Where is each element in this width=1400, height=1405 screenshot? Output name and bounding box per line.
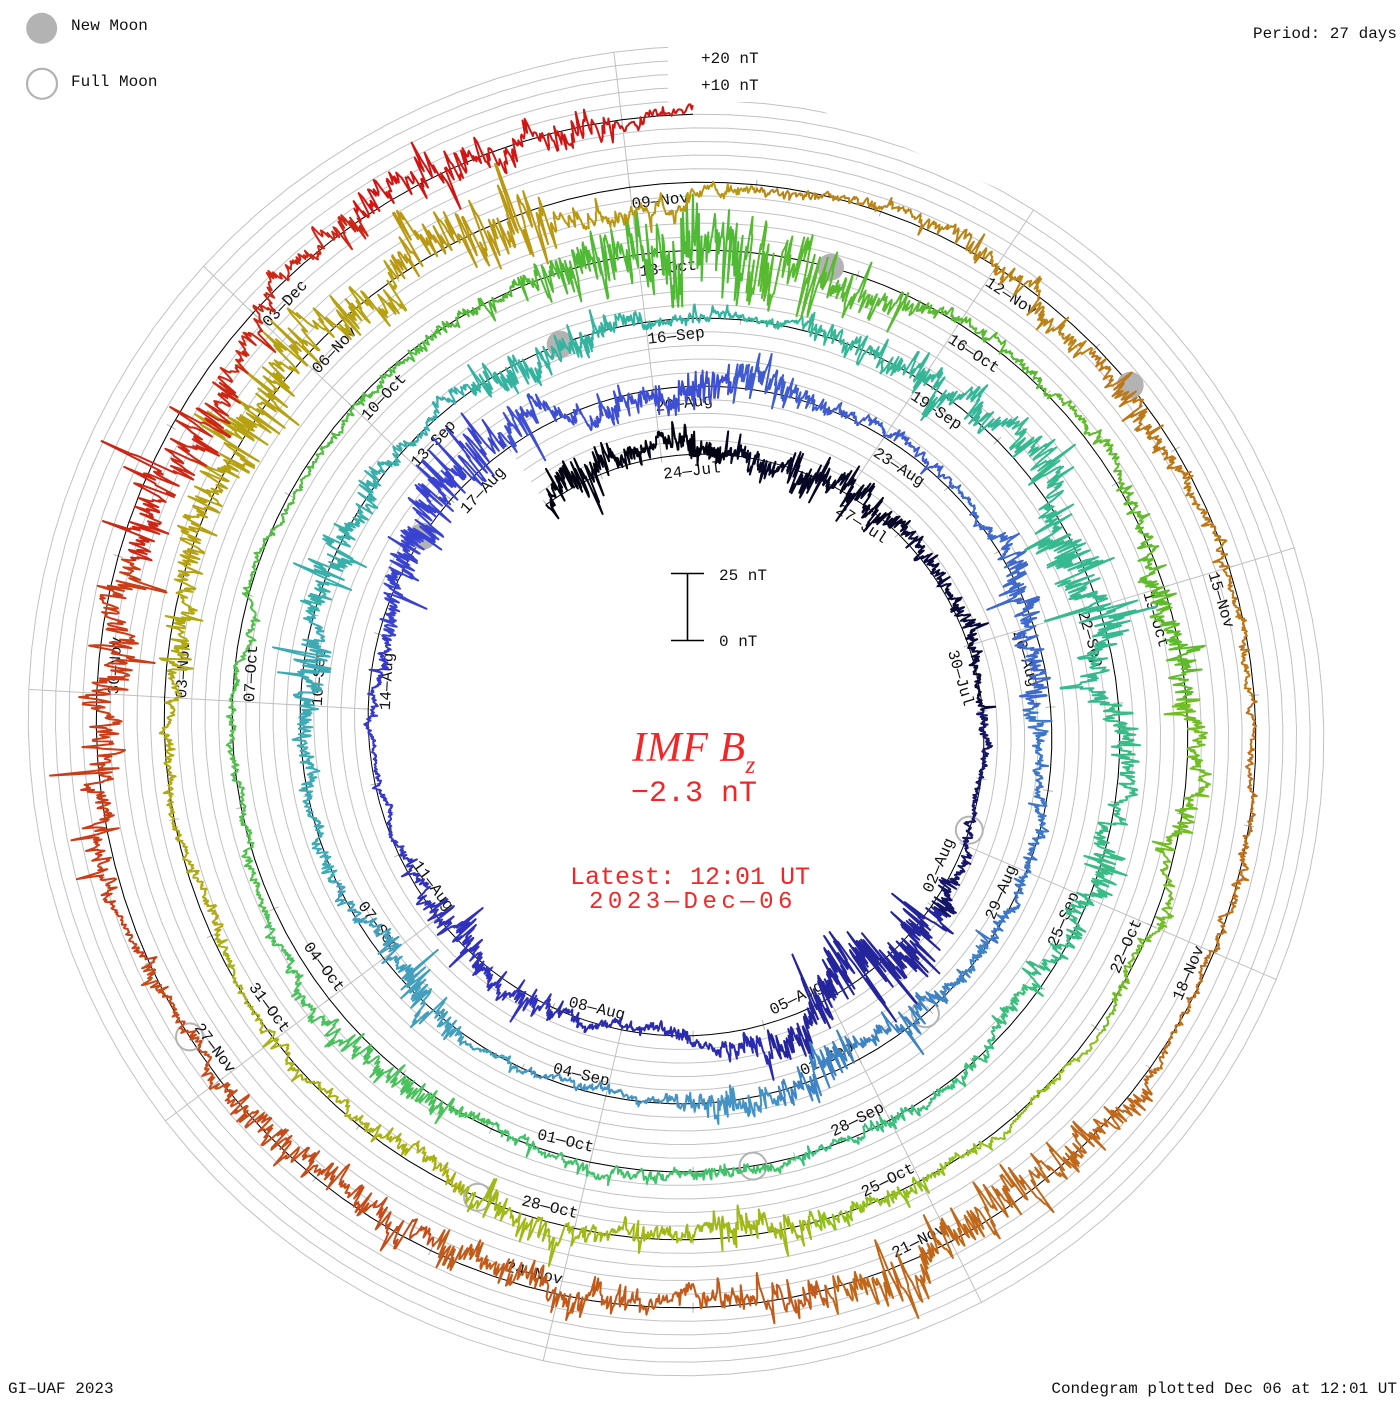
svg-text:0 nT: 0 nT [719, 633, 757, 651]
svg-text:2023—Dec—06: 2023—Dec—06 [589, 889, 797, 916]
svg-text:+20 nT: +20 nT [701, 50, 759, 68]
svg-text:IMF Bz: IMF Bz [631, 725, 756, 779]
svg-text:New Moon: New Moon [71, 17, 148, 35]
svg-text:Latest: 12:01 UT: Latest: 12:01 UT [570, 863, 810, 892]
svg-text:07—Oct: 07—Oct [241, 644, 262, 703]
svg-text:Full Moon: Full Moon [71, 73, 157, 91]
svg-text:−2.3 nT: −2.3 nT [631, 777, 757, 811]
svg-text:Period: 27 days: Period: 27 days [1253, 25, 1397, 43]
svg-text:GI–UAF 2023: GI–UAF 2023 [8, 1380, 114, 1398]
svg-text:+10 nT: +10 nT [701, 77, 759, 95]
svg-text:25 nT: 25 nT [719, 567, 767, 585]
svg-text:Condegram plotted Dec 06 at 12: Condegram plotted Dec 06 at 12:01 UT [1051, 1380, 1397, 1398]
